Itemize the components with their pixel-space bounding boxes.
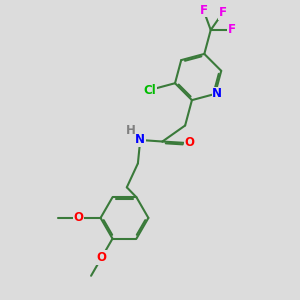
Text: F: F bbox=[200, 4, 208, 17]
Text: O: O bbox=[185, 136, 195, 149]
Text: Cl: Cl bbox=[143, 83, 156, 97]
Text: F: F bbox=[219, 6, 227, 19]
Text: F: F bbox=[228, 23, 236, 37]
Text: O: O bbox=[97, 251, 106, 264]
Text: N: N bbox=[212, 87, 222, 101]
Text: N: N bbox=[135, 133, 145, 146]
Text: H: H bbox=[126, 124, 136, 137]
Text: O: O bbox=[74, 212, 84, 224]
